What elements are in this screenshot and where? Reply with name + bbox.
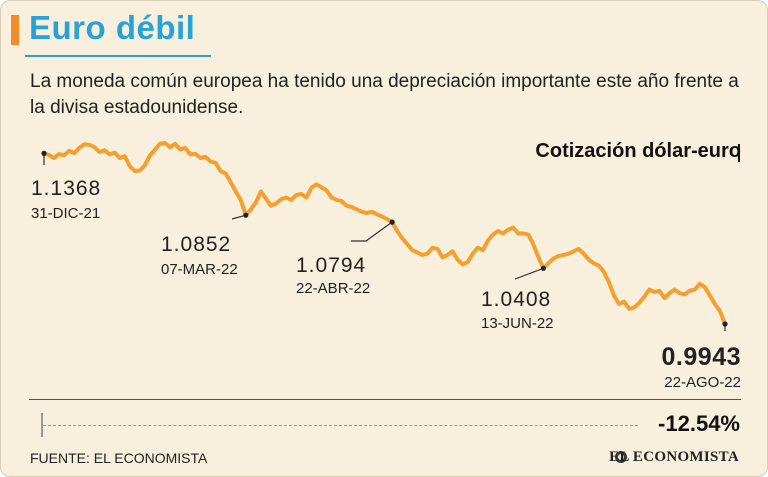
annotation-date-label: 22-AGO-22: [664, 374, 741, 391]
page-subtitle: La moneda común europea ha tenido una de…: [30, 71, 739, 118]
chart-title: Cotización dólar-euro: [535, 140, 741, 162]
annotation-value-label: 1.0408: [481, 288, 551, 311]
source-note: FUENTE: EL ECONOMISTA: [30, 450, 208, 466]
annotation-leader: [351, 221, 393, 242]
annotation-point: [389, 219, 395, 225]
series-line: [42, 141, 727, 326]
brand-logo-icon: [615, 451, 627, 463]
percent-change: -12.54%: [658, 411, 740, 436]
annotation-date-label: 22-ABR-22: [296, 280, 370, 297]
annotation-point: [243, 212, 249, 218]
annotation-date-label: 07-MAR-22: [161, 261, 238, 278]
annotation-date-label: 31-DIC-21: [31, 205, 100, 222]
title-accent-bar: [11, 15, 19, 45]
annotation-point: [722, 321, 728, 327]
brand-name: EL ECONOMISTA: [609, 449, 739, 465]
annotation-value-label: 1.0794: [296, 254, 366, 277]
annotation-leader: [514, 267, 544, 280]
annotation-point: [540, 265, 547, 271]
annotation-value-label: 0.9943: [662, 343, 741, 371]
annotation-point: [41, 150, 47, 156]
page-title: Euro débil: [29, 9, 196, 46]
annotation-value-label: 1.1368: [31, 177, 101, 200]
exchange-rate-chart: 1.1368 31-DIC-21 1.0852 07-MAR-22 1.0794 22-A…: [31, 141, 741, 391]
footer-divider: [29, 399, 741, 400]
annotation-date-label: 13-JUN-22: [481, 315, 554, 332]
change-scale-tick: [41, 413, 43, 437]
change-scale-line: [43, 425, 638, 426]
chart-title-bar: [738, 144, 740, 162]
annotation-value-label: 1.0852: [161, 233, 231, 256]
title-underline: [25, 55, 211, 57]
